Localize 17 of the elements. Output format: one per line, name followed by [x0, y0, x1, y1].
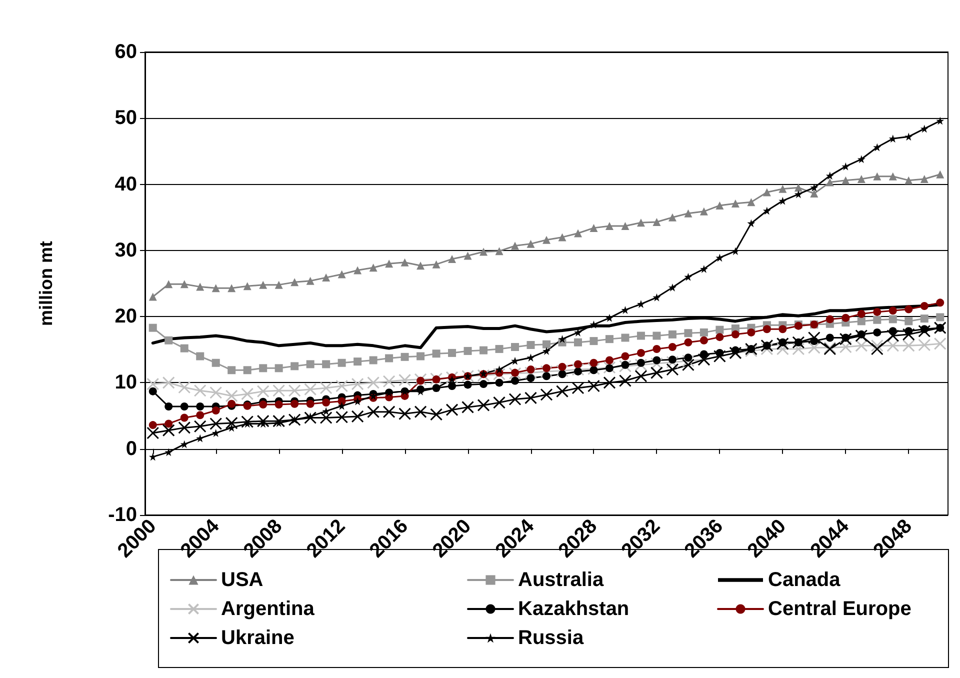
- y-axis-title: million mt: [36, 240, 56, 326]
- y-tick-label: 0: [126, 438, 137, 460]
- y-tick-label: 50: [114, 107, 137, 130]
- y-tick-label: 10: [114, 372, 137, 394]
- legend-label: Russia: [518, 627, 584, 649]
- legend-label: Argentina: [221, 598, 316, 620]
- legend-label: Canada: [768, 569, 842, 591]
- legend-label: Ukraine: [221, 627, 294, 649]
- legend-label: Central Europe: [768, 598, 912, 620]
- legend-label: Kazakhstan: [518, 598, 630, 620]
- y-tick-label: 60: [114, 41, 137, 63]
- y-tick-label: 20: [114, 306, 137, 328]
- y-tick-label: 40: [114, 173, 137, 196]
- y-tick-label: 30: [114, 239, 137, 262]
- legend-label: Australia: [518, 569, 604, 591]
- y-tick-label: -10: [108, 504, 137, 526]
- legend-label: USA: [221, 569, 264, 591]
